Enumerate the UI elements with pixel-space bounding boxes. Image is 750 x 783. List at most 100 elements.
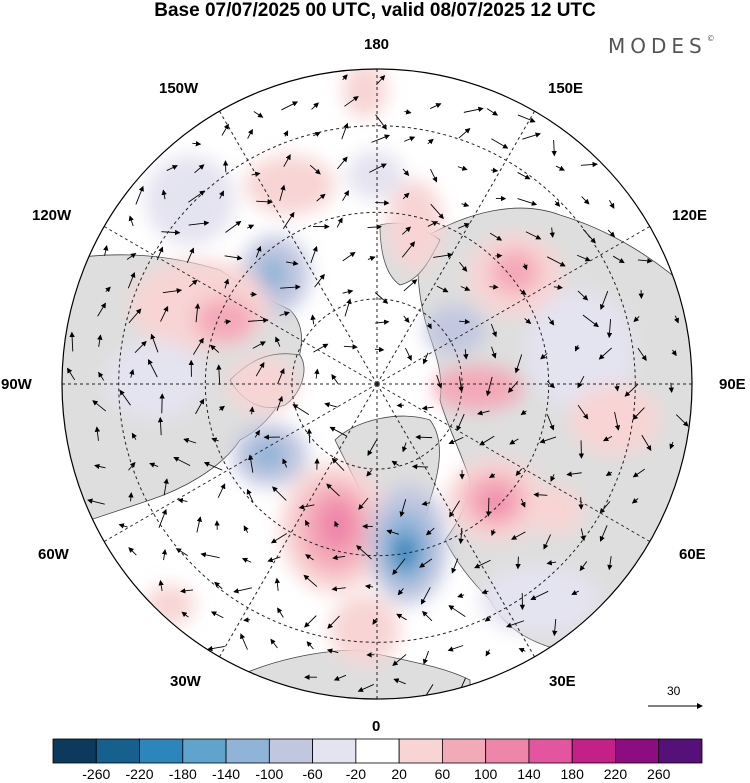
- wind-vector: [177, 497, 188, 504]
- wind-vector: [614, 383, 620, 392]
- wind-vector: [491, 138, 509, 149]
- wind-vector: [581, 196, 590, 205]
- wind-vector: [358, 497, 369, 510]
- wind-vector: [129, 369, 135, 378]
- wind-vector: [69, 331, 75, 352]
- wind-vector: [331, 586, 346, 592]
- page-title: Base 07/07/2025 00 UTC, valid 08/07/2025…: [154, 0, 596, 21]
- wind-vector: [367, 439, 378, 457]
- wind-vector: [207, 645, 225, 652]
- wind-vector: [633, 316, 640, 323]
- wind-vector: [485, 497, 492, 517]
- colorbar-tick-label: 140: [517, 766, 541, 782]
- wind-vector: [552, 619, 558, 637]
- wind-vector: [421, 500, 431, 507]
- brand-text: MODES: [608, 34, 707, 58]
- lon-label-30w: 30W: [170, 673, 201, 690]
- vector-scale-label: 30: [667, 684, 681, 698]
- anomaly-pos-atlantic-core: [319, 501, 355, 549]
- wind-vector: [580, 528, 586, 542]
- anomaly-neg-canada-west: [105, 340, 205, 420]
- wind-vector: [427, 221, 439, 227]
- longitude-line: [103, 383, 378, 542]
- anomaly-pos-kara: [433, 366, 523, 410]
- wind-vector: [447, 645, 464, 652]
- wind-vector: [374, 292, 389, 304]
- colorbar-swatch: [182, 738, 227, 764]
- wind-vector: [331, 457, 345, 471]
- wind-vector: [243, 617, 251, 623]
- wind-vector: [310, 314, 316, 325]
- wind-vector: [488, 472, 496, 478]
- latitude-circle: [204, 211, 550, 557]
- colorbar-swatch: [52, 738, 97, 764]
- wind-vector: [356, 545, 372, 560]
- colorbar-swatch: [441, 738, 487, 764]
- wind-vector: [314, 273, 325, 288]
- wind-vector: [609, 199, 615, 209]
- wind-vector: [386, 529, 400, 535]
- lon-label-120e: 120E: [672, 207, 708, 224]
- wind-vector: [119, 389, 131, 406]
- wind-vector: [180, 588, 194, 594]
- wind-vector: [128, 215, 134, 227]
- wind-vector: [183, 438, 197, 444]
- lon-label-150e: 150E: [548, 80, 584, 97]
- wind-vector: [632, 407, 645, 421]
- wind-vector: [304, 615, 317, 628]
- wind-vector: [457, 592, 465, 598]
- anomaly-neg-hudson-core: [250, 440, 286, 470]
- wind-vector: [118, 523, 128, 529]
- copyright-mark: ©: [706, 34, 715, 43]
- wind-vector: [200, 552, 220, 559]
- longitude-line: [103, 226, 378, 385]
- wind-vector: [157, 416, 164, 436]
- wind-vector: [598, 347, 613, 360]
- wind-vector: [216, 364, 222, 385]
- wind-vector: [582, 314, 599, 328]
- wind-vector: [397, 588, 404, 596]
- wind-vector: [404, 109, 412, 115]
- wind-vector: [520, 498, 526, 508]
- wind-vector: [607, 556, 613, 571]
- lon-label-120w: 120W: [32, 207, 72, 224]
- wind-vector: [127, 271, 136, 289]
- wind-vector: [599, 290, 609, 310]
- longitude-line: [376, 383, 651, 542]
- wind-vector: [426, 322, 432, 330]
- wind-vector: [490, 529, 497, 537]
- wind-vector: [458, 128, 471, 139]
- wind-vector: [479, 435, 495, 446]
- wind-vector: [553, 284, 563, 290]
- wind-vector: [461, 201, 470, 208]
- anomaly-pos-bering: [343, 69, 387, 118]
- wind-vector: [675, 414, 689, 427]
- wind-vector: [511, 531, 526, 540]
- wind-vector: [131, 432, 137, 440]
- wind-vector: [248, 454, 254, 473]
- lon-label-60w: 60W: [38, 546, 69, 563]
- wind-vector: [149, 462, 159, 468]
- wind-vector: [283, 130, 289, 137]
- wind-vector: [614, 411, 621, 431]
- wind-vector: [240, 633, 248, 650]
- wind-vector: [196, 516, 203, 533]
- wind-vector: [427, 138, 434, 145]
- wind-vector: [374, 346, 385, 353]
- wind-vector: [341, 122, 349, 140]
- anomaly-pos-alaska: [245, 155, 335, 215]
- anomaly-pos-caspian: [527, 485, 583, 535]
- wind-vector: [247, 224, 255, 230]
- wind-vector: [463, 106, 484, 113]
- wind-vector: [517, 172, 531, 180]
- wind-vector: [246, 488, 254, 503]
- wind-vector: [509, 438, 519, 445]
- colorbar-swatch: [139, 738, 184, 764]
- wind-vector: [211, 437, 219, 443]
- anomaly-shading: [105, 69, 660, 665]
- anomaly-pos-russia-core: [483, 492, 507, 514]
- wind-vector: [105, 286, 111, 293]
- wind-vector: [243, 525, 249, 533]
- wind-vector: [282, 458, 288, 468]
- map-disk: [62, 69, 692, 699]
